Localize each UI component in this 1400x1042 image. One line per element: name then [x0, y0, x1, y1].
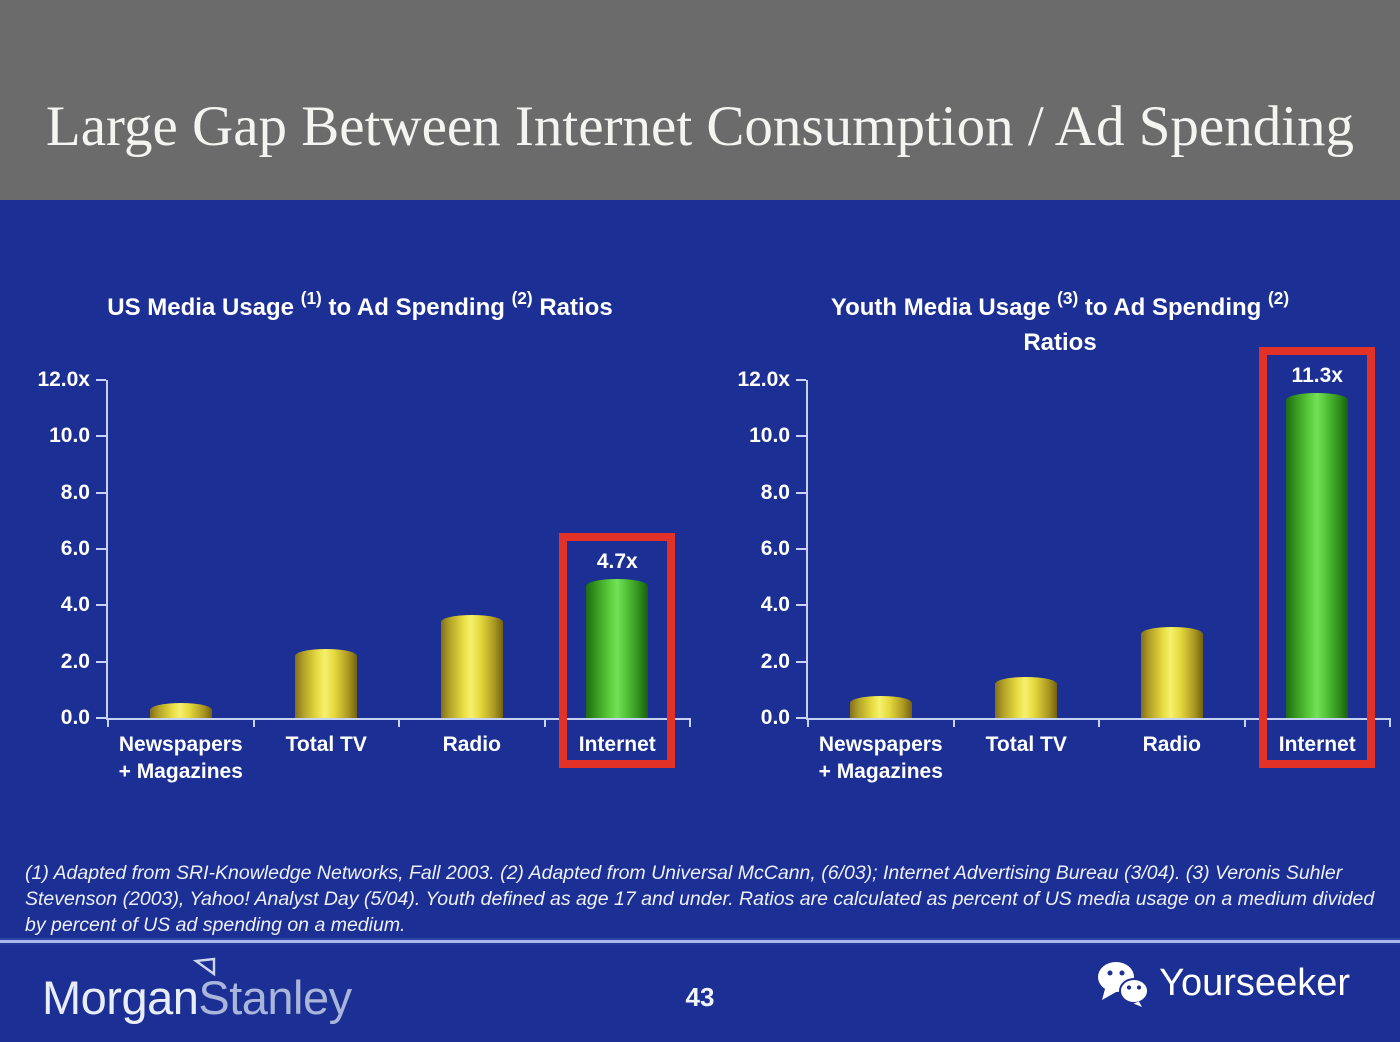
x-axis-tick [252, 718, 255, 727]
category-label-radio: Radio [1142, 733, 1201, 756]
chart-title: Youth Media Usage (3) to Ad Spending (2)… [830, 288, 1290, 356]
watermark: Yourseeker [1096, 960, 1350, 1007]
brand-stanley: Stanley [198, 971, 352, 1024]
chart-youth-media-usage: Youth Media Usage (3) to Ad Spending (2)… [700, 272, 1400, 812]
y-axis-label-10-0: 10.0 [749, 424, 790, 448]
footer: MorganStanley 43 Yourseeker [0, 946, 1400, 1042]
y-axis-tick [96, 717, 106, 719]
chart-title: US Media Usage (1) to Ad Spending (2) Ra… [107, 288, 613, 321]
y-axis-tick [796, 491, 806, 494]
watermark-label: Yourseeker [1159, 962, 1350, 1004]
category-label-internet: Internet [1278, 733, 1356, 756]
y-axis-label-12-0x: 12.0x [37, 368, 90, 391]
slide-title: Large Gap Between Internet Consumption /… [45, 94, 1355, 158]
x-axis-tick [1098, 718, 1100, 727]
plot-area: 12.0x 10.0 8.0 6.0 4.0 2.0 0.0 Newspapers + Mag… [737, 346, 1391, 783]
y-axis-label-4-0: 4.0 [60, 593, 90, 617]
bar-internet [1286, 392, 1349, 718]
y-axis-label-12-0x: 12.0x [737, 368, 790, 391]
wechat-icon [1098, 962, 1150, 1007]
x-axis-tick [398, 718, 400, 727]
plot-area: 12.0x 10.0 8.0 6.0 4.0 2.0 0.0 Newspapers + Mag… [37, 368, 691, 783]
bar-internet [586, 578, 649, 718]
y-axis-label-4-0: 4.0 [760, 593, 790, 617]
divider-line [0, 938, 1400, 946]
chart-us-media-usage: US Media Usage (1) to Ad Spending (2) Ra… [0, 272, 700, 812]
bar-newspapers-magazines [149, 702, 212, 718]
y-axis-tick [796, 435, 806, 438]
bar-radio [1140, 626, 1203, 718]
bar-total-tv [295, 649, 358, 718]
highlight-box [1259, 346, 1376, 768]
y-axis-tick [96, 660, 106, 663]
morgan-stanley-triangle-icon [192, 957, 216, 977]
y-axis-tick [796, 660, 806, 663]
x-axis-tick [689, 718, 691, 727]
category-label-newspapers-magazines: Newspapers + Magazines [818, 733, 943, 784]
y-axis-tick [96, 435, 106, 438]
bar-radio [440, 615, 503, 718]
bar-total-tv [995, 677, 1058, 718]
y-axis-label-8-0: 8.0 [760, 480, 790, 504]
x-axis-tick [107, 718, 109, 727]
morgan-stanley-logo: MorganStanley [42, 957, 352, 1025]
charts-row: US Media Usage (1) to Ad Spending (2) Ra… [0, 272, 1400, 812]
highlight-box [559, 532, 676, 768]
y-axis-tick [96, 491, 106, 494]
y-axis-tick [96, 604, 106, 607]
y-axis-label-6-0: 6.0 [760, 537, 790, 560]
y-axis-label-0-0: 0.0 [60, 706, 90, 729]
y-axis-tick [796, 379, 806, 381]
x-axis-tick [1243, 718, 1246, 727]
x-axis-tick [952, 718, 955, 727]
bar-newspapers-magazines [849, 695, 912, 718]
category-label-internet: Internet [578, 733, 656, 756]
y-axis-label-8-0: 8.0 [60, 480, 90, 504]
y-axis-label-0-0: 0.0 [760, 706, 790, 729]
y-axis-tick [96, 548, 106, 550]
slide-header: Large Gap Between Internet Consumption /… [0, 0, 1400, 200]
bar-value-label: 4.7x [596, 549, 638, 573]
y-axis-label-6-0: 6.0 [60, 537, 90, 560]
page-number: 43 [685, 982, 715, 1012]
x-axis-tick [807, 718, 809, 727]
footnote: (1) Adapted from SRI-Knowledge Networks,… [25, 862, 1375, 936]
x-axis-tick [543, 718, 546, 727]
x-axis-tick [1389, 718, 1391, 727]
y-axis-tick [796, 548, 806, 550]
y-axis-label-2-0: 2.0 [60, 649, 90, 673]
y-axis-tick [96, 379, 106, 381]
category-label-total-tv: Total TV [985, 733, 1067, 756]
brand-morgan: Morgan [42, 971, 199, 1024]
category-label-newspapers-magazines: Newspapers + Magazines [118, 733, 243, 784]
bar-value-label: 11.3x [1291, 363, 1343, 387]
y-axis-label-2-0: 2.0 [760, 649, 790, 673]
y-axis-label-10-0: 10.0 [49, 424, 90, 448]
category-label-total-tv: Total TV [285, 733, 367, 756]
category-label-radio: Radio [442, 733, 501, 756]
y-axis-tick [796, 604, 806, 607]
y-axis-tick [796, 717, 806, 719]
